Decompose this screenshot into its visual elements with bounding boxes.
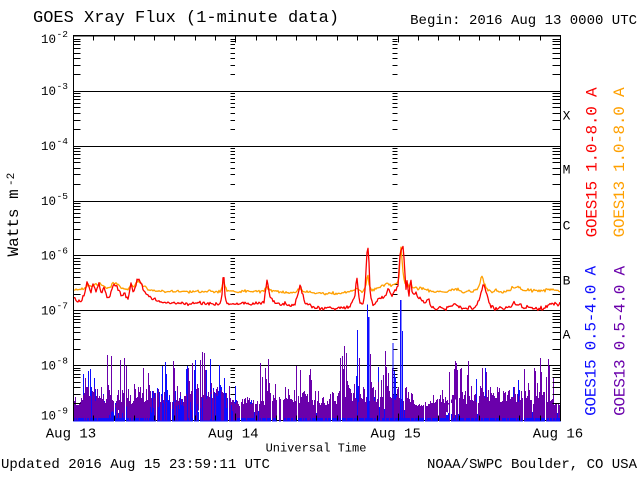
svg-text:10: 10 — [41, 195, 56, 209]
svg-text:-2: -2 — [6, 173, 18, 186]
svg-text:-8: -8 — [57, 355, 69, 366]
svg-text:10: 10 — [41, 140, 56, 154]
svg-text:GOES15 0.5-4.0 A: GOES15 0.5-4.0 A — [583, 266, 601, 416]
svg-text:NOAA/SWPC Boulder, CO USA: NOAA/SWPC Boulder, CO USA — [427, 457, 638, 473]
svg-text:Aug 15: Aug 15 — [370, 427, 420, 443]
svg-text:10: 10 — [41, 359, 56, 373]
svg-text:Universal Time: Universal Time — [266, 442, 367, 456]
svg-text:GOES15 1.0-8.0 A: GOES15 1.0-8.0 A — [584, 87, 602, 237]
svg-text:B: B — [563, 274, 571, 289]
svg-text:Watts m: Watts m — [5, 189, 23, 256]
svg-text:X: X — [563, 109, 571, 124]
svg-text:-4: -4 — [57, 136, 69, 147]
svg-text:10: 10 — [41, 410, 56, 424]
svg-text:-3: -3 — [57, 81, 69, 92]
svg-text:Updated 2016 Aug 15 23:59:11 U: Updated 2016 Aug 15 23:59:11 UTC — [1, 457, 270, 473]
svg-text:10: 10 — [41, 250, 56, 264]
svg-text:Aug 13: Aug 13 — [46, 427, 96, 443]
svg-text:-2: -2 — [57, 29, 69, 40]
svg-text:Aug 16: Aug 16 — [533, 427, 583, 443]
svg-text:Begin: 2016 Aug 13 0000 UTC: Begin: 2016 Aug 13 0000 UTC — [410, 13, 637, 29]
svg-text:-7: -7 — [57, 301, 68, 312]
svg-text:M: M — [563, 163, 571, 178]
svg-text:-5: -5 — [57, 191, 69, 202]
svg-text:10: 10 — [41, 85, 56, 99]
svg-text:GOES13 1.0-8.0 A: GOES13 1.0-8.0 A — [611, 87, 629, 237]
svg-text:-9: -9 — [57, 406, 69, 417]
svg-text:A: A — [563, 328, 571, 343]
svg-text:C: C — [563, 219, 571, 234]
svg-text:GOES13 0.5-4.0 A: GOES13 0.5-4.0 A — [612, 266, 630, 416]
svg-text:10: 10 — [41, 33, 56, 47]
svg-text:GOES Xray Flux (1-minute data): GOES Xray Flux (1-minute data) — [33, 9, 339, 28]
svg-text:-6: -6 — [57, 246, 69, 257]
svg-text:10: 10 — [41, 305, 56, 319]
svg-text:Aug 14: Aug 14 — [208, 427, 258, 443]
